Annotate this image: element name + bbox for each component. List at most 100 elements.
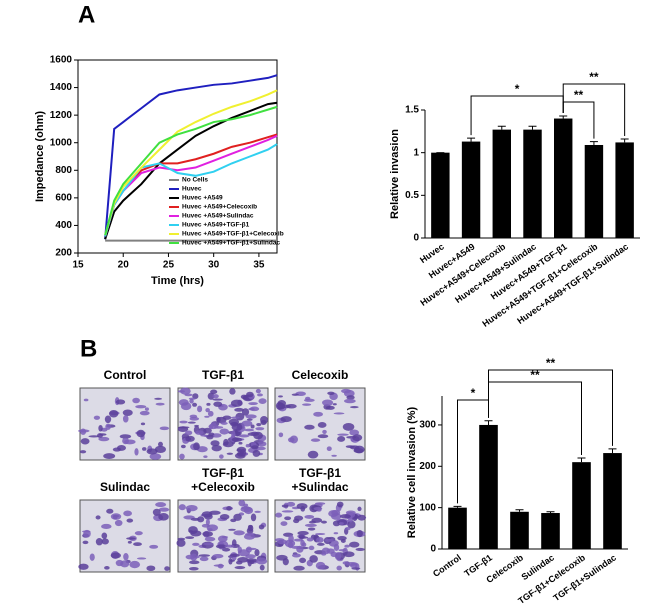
cell — [136, 429, 146, 438]
cell — [313, 411, 323, 417]
significance-label: * — [515, 82, 520, 96]
cell — [219, 514, 230, 520]
bar — [479, 424, 498, 549]
cell — [252, 449, 261, 457]
cell — [276, 554, 288, 561]
legend-label: Huvec +A549+TGF-β1+Celecoxib — [182, 231, 284, 238]
cell — [189, 398, 194, 404]
cell — [289, 435, 298, 444]
series-line — [104, 101, 278, 240]
cell — [204, 536, 216, 542]
cell — [281, 510, 294, 513]
cell — [110, 552, 122, 559]
cell — [103, 453, 116, 459]
cell — [185, 435, 195, 442]
cell — [190, 530, 202, 537]
cell — [212, 553, 224, 559]
cell — [122, 415, 129, 423]
cell — [98, 424, 103, 432]
cell — [229, 559, 235, 562]
cell — [322, 399, 334, 406]
cell — [254, 549, 260, 557]
cell — [176, 539, 186, 547]
y-tick-label: 0 — [430, 544, 436, 555]
cell — [229, 388, 236, 395]
cell — [344, 527, 351, 531]
cell — [260, 419, 267, 426]
cell — [337, 433, 349, 436]
cell — [243, 533, 256, 540]
cell — [95, 537, 103, 546]
cell — [80, 438, 90, 445]
cell — [185, 536, 195, 539]
y-tick-label: 1000 — [50, 137, 73, 148]
significance-bracket — [562, 83, 626, 137]
legend-label: Huvec +A549+Celecoxib — [182, 204, 257, 211]
cell — [206, 402, 211, 406]
cell — [316, 542, 325, 546]
bar — [523, 129, 542, 238]
cell — [336, 501, 344, 508]
cell — [333, 543, 340, 551]
cell — [321, 547, 331, 555]
cell — [277, 403, 286, 410]
cell — [293, 538, 304, 542]
cell — [215, 544, 227, 549]
cell — [240, 394, 248, 400]
cell — [293, 565, 305, 571]
cell — [208, 432, 215, 436]
cell — [306, 537, 314, 542]
cell — [233, 513, 242, 521]
cell — [193, 442, 200, 451]
error-bar — [546, 511, 555, 514]
cell — [203, 542, 214, 546]
cell — [287, 542, 294, 549]
cell — [109, 409, 119, 418]
cell — [120, 560, 130, 568]
cell — [219, 454, 224, 459]
cell — [229, 553, 241, 557]
cell — [286, 501, 296, 507]
cell — [158, 512, 169, 521]
cell — [98, 436, 110, 442]
cell — [353, 448, 364, 454]
cell — [344, 544, 350, 548]
micrograph-label: +Celecoxib — [191, 480, 255, 494]
cell — [203, 455, 208, 458]
cell — [207, 410, 214, 417]
cell — [355, 547, 365, 551]
error-bar — [589, 141, 598, 145]
cell — [192, 402, 198, 407]
panel-label: A — [78, 1, 95, 28]
cell — [104, 415, 112, 424]
cell — [280, 416, 292, 423]
cell — [240, 506, 252, 513]
cell — [134, 531, 143, 536]
cell — [308, 520, 317, 524]
cell — [336, 565, 342, 571]
cell — [307, 527, 316, 531]
bar — [461, 141, 481, 238]
cell — [315, 532, 326, 536]
cell — [178, 504, 186, 511]
legend-label: No Cells — [182, 177, 208, 184]
cell — [187, 421, 196, 424]
bar — [448, 507, 467, 549]
cell — [179, 453, 185, 460]
cell — [149, 453, 162, 460]
cell — [257, 441, 267, 447]
y-tick-label: 1200 — [50, 110, 73, 121]
cell — [164, 566, 170, 571]
bar — [541, 513, 560, 549]
y-tick-label: 200 — [55, 248, 72, 259]
cell — [332, 403, 337, 406]
cell — [244, 428, 255, 432]
cell — [280, 521, 288, 526]
cell — [298, 536, 309, 539]
cell — [208, 510, 221, 515]
cell — [349, 406, 359, 409]
x-tick-label: Control — [431, 552, 463, 579]
cell — [226, 452, 234, 455]
cell — [203, 427, 212, 434]
significance-label: * — [471, 386, 476, 400]
